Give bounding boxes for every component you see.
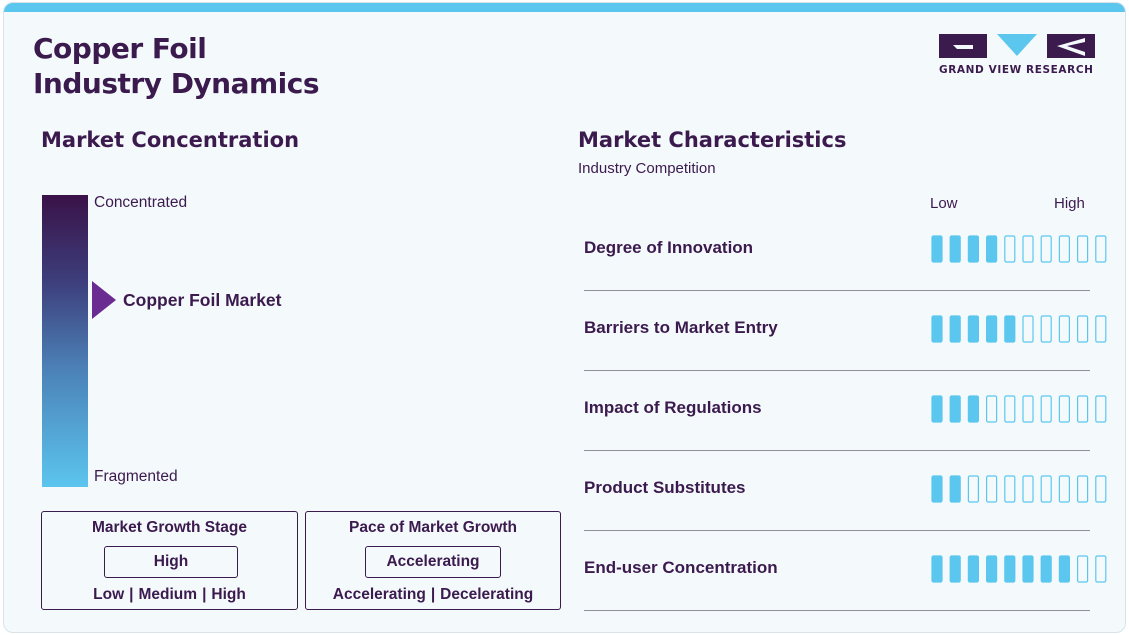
market-concentration-heading: Market Concentration [41,128,300,152]
rating-segment-filled [967,395,980,423]
rating-segment-filled [949,475,961,503]
page-title: Copper Foil Industry Dynamics [33,31,320,101]
rating-segment-empty [985,475,998,503]
rating-segment-filled [1004,315,1016,343]
industry-competition-subheading: Industry Competition [578,160,716,177]
rating-segment-empty [1004,395,1016,423]
title-line-1: Copper Foil [33,32,207,65]
rating-segment-empty [1095,235,1107,263]
rating-segment-filled [931,555,943,583]
rating-segment-empty [1095,555,1107,583]
rating-segment-filled [931,315,943,343]
rating-segment-filled [985,315,998,343]
growth-stage-value: High [104,546,238,578]
characteristic-label: Barriers to Market Entry [584,318,778,337]
rating-segment-empty [985,395,998,423]
rating-segment-empty [1040,235,1052,263]
rating-segment-filled [967,235,980,263]
rating-segment-empty [1040,395,1052,423]
rating-segment-empty [1095,315,1107,343]
rating-segment-filled [1058,555,1070,583]
rating-segment-empty [967,475,980,503]
characteristic-label: Degree of Innovation [584,238,754,257]
growth-pace-title: Pace of Market Growth [349,519,517,536]
fragmented-label: Fragmented [94,468,178,485]
market-position-marker [92,281,116,324]
rating-segment-empty [1077,555,1089,583]
rating-segment-empty [1077,475,1089,503]
rating-segment-filled [1040,555,1052,583]
rating-bar [931,475,1107,503]
rating-segment-filled [931,475,943,503]
pace-of-growth-box: Pace of Market Growth Accelerating Accel… [305,511,561,610]
brand-name: GRAND VIEW RESEARCH [939,64,1094,76]
rating-bar [931,555,1107,583]
rating-bar [931,315,1107,343]
rating-segment-empty [1095,475,1107,503]
rating-segment-filled [931,395,943,423]
row-divider [584,450,1090,451]
market-growth-stage-box: Market Growth Stage High Low | Medium | High [41,511,298,610]
rating-segment-filled [1004,555,1016,583]
rating-segment-empty [1022,235,1034,263]
brand-logo: GRAND VIEW RESEARCH [939,34,1095,76]
title-line-2: Industry Dynamics [33,67,320,100]
rating-segment-filled [949,395,961,423]
growth-stage-option-low: Low [93,586,125,603]
rating-segment-filled [949,315,961,343]
growth-stage-option-high: High [211,586,246,603]
rating-segment-empty [1058,475,1070,503]
growth-stage-options: Low | Medium | High [93,586,246,603]
rating-segment-filled [985,235,998,263]
growth-pace-option-decelerating: Decelerating [440,586,534,603]
rating-segment-filled [967,315,980,343]
rating-bar [931,395,1107,423]
rating-segment-empty [1022,395,1034,423]
market-characteristics-heading: Market Characteristics [578,128,847,152]
marker-label: Copper Foil Market [123,290,282,311]
growth-stage-title: Market Growth Stage [91,519,248,536]
rating-segment-empty [1004,475,1016,503]
top-accent-bar [4,3,1125,12]
rating-segment-empty [1058,395,1070,423]
growth-pace-options: Accelerating | Decelerating [332,586,534,603]
rating-segment-filled [985,555,998,583]
infographic-card: Copper Foil Industry Dynamics GRAND VIEW… [3,2,1126,633]
row-divider [584,610,1090,611]
row-divider [584,530,1090,531]
rating-segment-empty [1040,475,1052,503]
rating-segment-empty [1077,235,1089,263]
rating-segment-empty [1022,315,1034,343]
scale-high-label: High [1054,195,1085,212]
characteristic-label: Product Substitutes [584,478,746,497]
rating-segment-filled [931,235,943,263]
growth-pace-option-accelerating: Accelerating [332,586,426,603]
rating-segment-filled [949,555,961,583]
row-divider [584,370,1090,371]
rating-segment-empty [1004,235,1016,263]
rating-segment-empty [1022,475,1034,503]
rating-segment-filled [967,555,980,583]
brand-logo-icon [939,34,1095,58]
rating-segment-empty [1040,315,1052,343]
growth-pace-value: Accelerating [365,546,501,578]
rating-segment-empty [1077,395,1089,423]
concentration-gradient-bar [42,195,88,487]
characteristic-label: Impact of Regulations [584,398,762,417]
rating-segment-empty [1058,315,1070,343]
characteristic-label: End-user Concentration [584,558,778,577]
row-divider [584,290,1090,291]
rating-segment-empty [1058,235,1070,263]
growth-stage-option-medium: Medium [138,586,198,603]
rating-segment-filled [949,235,961,263]
rating-segment-empty [1077,315,1089,343]
rating-segment-filled [1022,555,1034,583]
rating-segment-empty [1095,395,1107,423]
rating-bar [931,235,1107,263]
scale-low-label: Low [930,195,958,212]
concentrated-label: Concentrated [94,194,188,211]
